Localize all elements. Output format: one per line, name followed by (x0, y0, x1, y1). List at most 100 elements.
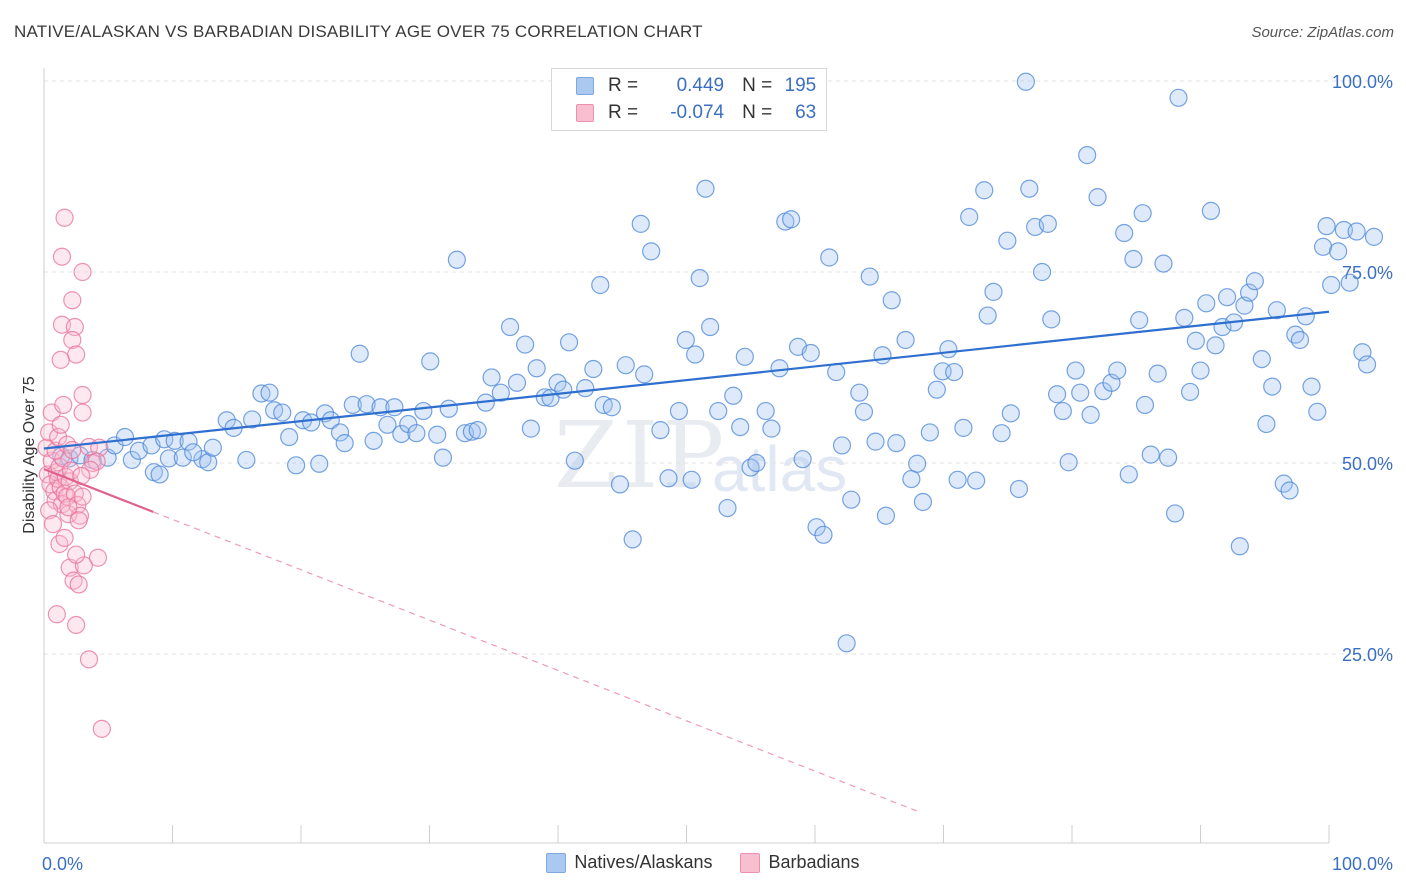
natives-point (491, 383, 510, 402)
natives-point (832, 436, 852, 455)
series-swatch-natives (546, 852, 567, 873)
natives-point (1119, 465, 1138, 484)
natives-point (243, 410, 262, 429)
barbadians-point (73, 403, 92, 422)
natives-point (559, 333, 579, 352)
natives-point (1329, 242, 1348, 261)
legend-r-value: 0.449 (676, 75, 725, 96)
natives-point (565, 451, 584, 470)
natives-point (602, 398, 621, 417)
natives-point (682, 470, 701, 489)
barbadians-point (55, 208, 74, 227)
natives-point (1071, 383, 1090, 402)
natives-point (978, 306, 997, 325)
natives-point (1322, 275, 1341, 295)
natives-point (793, 450, 812, 469)
natives-point (902, 469, 921, 489)
chart-title: NATIVE/ALASKAN VS BARBADIAN DISABILITY A… (14, 22, 703, 41)
natives-point (631, 214, 650, 233)
natives-point (837, 634, 856, 653)
natives-point (854, 402, 874, 421)
natives-point (948, 470, 967, 489)
series-legend-natives[interactable]: Natives/Alaskans (546, 852, 712, 873)
natives-point (876, 506, 896, 525)
correlation-legend: R = 0.449 N = 195 R = -0.074 N = 63 (551, 68, 827, 131)
natives-point (521, 419, 540, 438)
natives-point (1206, 336, 1225, 355)
natives-point (260, 383, 279, 402)
natives-point (115, 427, 135, 447)
y-axis-label: Disability Age Over 75 (21, 376, 38, 534)
series-swatch-barbadians (740, 852, 761, 873)
natives-point (584, 359, 603, 379)
series-legend-barbadians[interactable]: Barbadians (740, 852, 860, 873)
barbadians-point (59, 498, 78, 517)
natives-point (873, 346, 892, 365)
natives-point (184, 443, 203, 462)
natives-point (659, 469, 678, 488)
barbadians-trend-extension (153, 511, 919, 812)
natives-point (1197, 294, 1216, 313)
barbadians-trend-line (43, 468, 154, 513)
natives-point (913, 492, 933, 512)
barbadians-point (69, 511, 88, 530)
natives-point (1169, 88, 1188, 107)
natives-point (887, 434, 906, 453)
natives-point (439, 399, 458, 418)
natives-point (814, 525, 833, 544)
natives-point (1047, 385, 1067, 404)
barbadians-point (67, 545, 86, 564)
natives-point (357, 395, 376, 414)
natives-point (421, 352, 440, 371)
natives-point (273, 403, 292, 422)
natives-point (1042, 310, 1061, 329)
natives-point (1135, 395, 1155, 415)
barbadians-point (40, 501, 59, 520)
natives-point (735, 347, 754, 366)
natives-point (1364, 227, 1384, 246)
natives-point (350, 344, 369, 363)
legend-swatch-barbadians (576, 104, 594, 122)
barbadians-point (67, 345, 86, 364)
natives-point (860, 267, 879, 286)
natives-point (1313, 237, 1333, 256)
source-label: Source: ZipAtlas.com (1251, 24, 1394, 41)
natives-point (927, 380, 946, 399)
natives-point (1159, 448, 1178, 467)
natives-point (507, 373, 527, 392)
natives-point (468, 421, 487, 440)
natives-point (807, 518, 826, 537)
natives-point (623, 530, 642, 549)
natives-point (199, 453, 218, 472)
natives-point (554, 380, 573, 399)
natives-point (1165, 504, 1185, 523)
natives-point (414, 401, 433, 421)
natives-point (330, 423, 350, 442)
barbadians-point (67, 615, 86, 635)
barbadians-point (63, 330, 82, 350)
natives-point (1180, 382, 1200, 402)
natives-point (173, 448, 192, 467)
natives-point (165, 431, 184, 450)
natives-point (616, 356, 635, 375)
natives-point (1302, 377, 1321, 396)
natives-point (1124, 249, 1143, 269)
natives-point (939, 340, 958, 359)
natives-point (1340, 273, 1359, 292)
series-legend: Natives/Alaskans Barbadians (0, 852, 1406, 873)
barbadians-point (55, 528, 74, 547)
natives-point (896, 330, 915, 350)
natives-point (827, 362, 846, 382)
natives-point (535, 388, 554, 407)
watermark-atlas: atlas (712, 433, 848, 505)
natives-point (781, 210, 801, 229)
natives-point (686, 345, 705, 364)
natives-point (920, 423, 939, 442)
barbadians-point (51, 350, 70, 369)
natives-point (866, 432, 885, 451)
natives-point (385, 398, 404, 417)
natives-point (1059, 453, 1078, 472)
natives-point (203, 438, 222, 457)
natives-point (1347, 222, 1366, 241)
watermark-zip: ZIP (554, 402, 729, 509)
